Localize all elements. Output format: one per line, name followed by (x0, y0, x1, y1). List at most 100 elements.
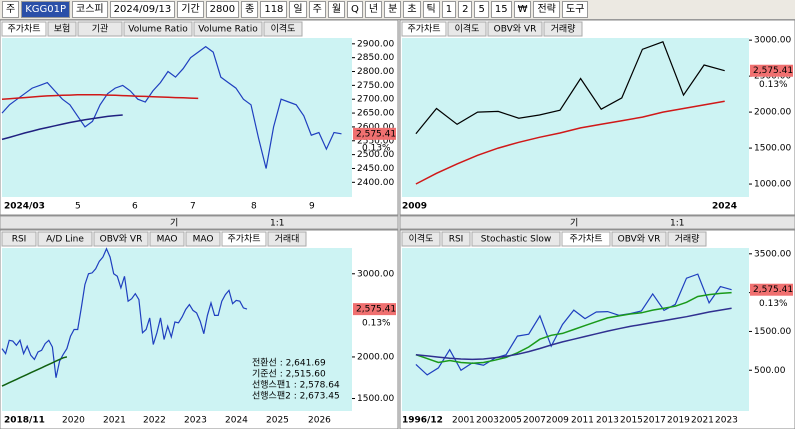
tab[interactable] (1, 231, 37, 247)
plot-background (2, 38, 352, 197)
tab-label[interactable]: MAO (157, 235, 178, 245)
x-tick-label: 5 (75, 202, 81, 212)
toolbar-item[interactable]: 월 (327, 1, 346, 18)
tab[interactable] (93, 231, 149, 247)
toolbar-item[interactable]: 2 (458, 1, 473, 18)
y-tick-label: 2500.00 (357, 150, 394, 160)
tab[interactable] (193, 21, 263, 37)
y-tick-label: 2900.00 (357, 39, 394, 49)
legend-note: 전환선 : 2,641.69 (252, 357, 326, 369)
y-tick-label: 500.00 (754, 366, 786, 376)
tab[interactable] (401, 231, 441, 247)
tab-label[interactable]: Volume Ratio (128, 25, 188, 35)
toolbar-item[interactable]: 기간 (177, 1, 204, 18)
tab-label[interactable]: 이격도 (271, 23, 296, 35)
price-label: 2,575.41 (753, 66, 793, 76)
tab-label[interactable]: 주가차트 (407, 23, 440, 35)
series-line (1, 247, 248, 378)
y-tick-label: 2850.00 (357, 53, 394, 63)
y-tick-label: 2750.00 (357, 81, 394, 91)
tab-label[interactable]: RSI (12, 235, 27, 245)
tab-label[interactable]: RSI (449, 235, 464, 245)
toolbar-item[interactable]: KGG01P (21, 1, 71, 18)
tab-label[interactable]: 거래대 (275, 234, 300, 245)
tab[interactable] (487, 21, 543, 37)
tab[interactable] (1, 21, 47, 37)
toolbar-item[interactable]: 2024/09/13 (109, 1, 176, 18)
toolbar-item[interactable]: 틱 (422, 1, 440, 18)
tab[interactable] (441, 231, 471, 247)
toolbar-item[interactable]: ₩ (513, 1, 532, 18)
series-line (415, 291, 732, 365)
tab-label[interactable]: 주가차트 (227, 233, 260, 245)
x-tick-label: 2021 (103, 416, 126, 426)
scroll-control[interactable]: 기 (170, 218, 178, 229)
tab-label[interactable]: Volume Ratio (198, 25, 258, 35)
tab[interactable] (561, 231, 611, 247)
toolbar-item[interactable]: 1 (441, 1, 457, 18)
tab-label[interactable]: 이격도 (455, 23, 480, 35)
toolbar-item[interactable]: 일 (289, 1, 307, 18)
tab[interactable] (543, 21, 583, 37)
change-label: 0.13% (759, 299, 788, 309)
scroll-control[interactable]: 기 (570, 218, 578, 229)
toolbar-item[interactable]: Q (347, 1, 363, 18)
toolbar-item[interactable]: 전략 (533, 1, 560, 18)
toolbar-item[interactable]: 초 (403, 1, 421, 18)
x-tick-label: 2009 (546, 416, 569, 426)
tab[interactable] (401, 21, 447, 37)
toolbar-item[interactable]: 15 (490, 1, 512, 18)
scroll-control[interactable]: 1:1 (270, 219, 284, 229)
toolbar-item[interactable]: 종 (241, 1, 259, 18)
tab-label[interactable]: OBV와 VR (100, 233, 143, 245)
tab-label[interactable]: OBV와 VR (494, 23, 537, 35)
tab-label[interactable]: OBV와 VR (618, 233, 661, 245)
change-label: 0.13% (362, 143, 391, 153)
toolbar-item[interactable]: 코스피 (72, 1, 108, 18)
tab[interactable] (47, 21, 77, 37)
tab[interactable] (263, 21, 303, 37)
x-tick-label: 2025 (266, 416, 289, 426)
toolbar-item[interactable]: 주 (308, 1, 326, 18)
toolbar-item[interactable]: 년 (364, 1, 383, 18)
y-tick-label: 1500.00 (754, 144, 791, 154)
y-tick-label: 2000.00 (754, 108, 791, 118)
toolbar: 주 KGG01P 코스피 2024/09/13 기간 2800 종 118 일 주 월 Q 년 분 초 틱 1 2… (0, 0, 795, 20)
tab-label[interactable]: A/D Line (46, 235, 84, 245)
toolbar-item[interactable]: 2800 (205, 1, 240, 18)
tab[interactable] (471, 231, 561, 247)
toolbar-item[interactable]: 주 (2, 1, 20, 18)
tab[interactable] (611, 231, 667, 247)
toolbar-item[interactable]: 5 (474, 1, 489, 18)
series-line (415, 41, 725, 135)
tab-label[interactable]: 거래량 (675, 233, 700, 245)
tab-label[interactable]: 거래량 (551, 23, 576, 35)
tab[interactable] (149, 231, 185, 247)
tab[interactable] (185, 231, 221, 247)
toolbar-item[interactable]: 도구 (561, 1, 589, 18)
toolbar-item[interactable]: 분 (384, 1, 402, 18)
tab-label[interactable]: 주가차트 (569, 233, 602, 245)
x-tick-label: 2015 (620, 416, 643, 426)
tab-label[interactable]: 이격도 (409, 233, 434, 245)
y-tick-label: 2450.00 (357, 164, 394, 174)
scroll-control[interactable]: 1:1 (670, 219, 684, 229)
tab[interactable] (123, 21, 193, 37)
x-tick-label: 1996/12 (402, 416, 443, 426)
tab-label[interactable]: Stochastic Slow (481, 235, 552, 245)
tab-label[interactable]: 주가차트 (7, 23, 40, 35)
tab[interactable] (667, 231, 707, 247)
series-line (415, 273, 732, 376)
toolbar-item[interactable]: 118 (260, 1, 288, 18)
series-line (1, 94, 199, 100)
tab-label[interactable]: MAO (193, 235, 214, 245)
scrollbar (0, 215, 399, 230)
tab[interactable] (267, 231, 307, 247)
tab[interactable] (77, 21, 123, 37)
tab-label[interactable]: 보험 (54, 24, 71, 35)
tab-label[interactable]: 기관 (92, 24, 109, 35)
tab[interactable] (447, 21, 487, 37)
tab[interactable] (221, 231, 267, 247)
tab[interactable] (37, 231, 93, 247)
